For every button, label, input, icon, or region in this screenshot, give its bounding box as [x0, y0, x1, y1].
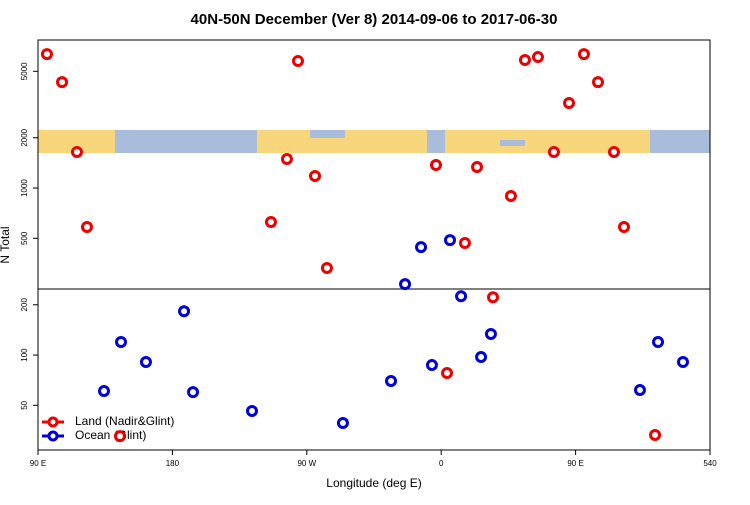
data-point	[399, 278, 412, 291]
data-point	[178, 305, 191, 318]
data-point	[676, 356, 689, 369]
data-point	[471, 161, 484, 174]
legend-marker	[47, 416, 59, 428]
data-point	[336, 416, 349, 429]
y-tick-label: 50	[20, 400, 29, 409]
data-point	[415, 241, 428, 254]
legend: Land (Nadir&Glint)Ocean (Glint)	[42, 414, 174, 442]
data-point	[633, 384, 646, 397]
data-point	[429, 159, 442, 172]
data-point	[291, 55, 304, 68]
data-point	[487, 291, 500, 304]
data-point	[607, 146, 620, 159]
data-point	[455, 290, 468, 303]
data-point	[309, 170, 322, 183]
data-point	[40, 48, 53, 61]
data-point	[139, 356, 152, 369]
data-point	[113, 430, 126, 443]
land-band	[38, 130, 115, 153]
y-axis-label: N Total	[0, 226, 12, 263]
x-tick-label: 0	[439, 459, 444, 468]
y-tick-label: 2000	[20, 128, 29, 146]
ocean-band	[310, 130, 345, 138]
y-tick-label: 1000	[20, 179, 29, 197]
data-point	[80, 221, 93, 234]
data-point	[245, 405, 258, 418]
data-point	[563, 97, 576, 110]
map-strip	[38, 130, 710, 153]
data-point	[385, 375, 398, 388]
plot-frame	[37, 39, 711, 451]
data-point	[320, 262, 333, 275]
data-point	[425, 359, 438, 372]
x-axis-label: Longitude (deg E)	[326, 476, 421, 490]
y-tick-label: 200	[20, 298, 29, 312]
data-point	[531, 51, 544, 64]
x-tick-label: 180	[166, 459, 180, 468]
chart-title: 40N-50N December (Ver 8) 2014-09-06 to 2…	[191, 11, 558, 28]
data-point	[617, 221, 630, 234]
data-point	[187, 386, 200, 399]
data-point	[475, 351, 488, 364]
data-point	[441, 367, 454, 380]
data-point	[652, 335, 665, 348]
y-tick-label: 5000	[20, 62, 29, 80]
x-tick-label: 540	[703, 459, 717, 468]
data-point	[70, 146, 83, 159]
y-tick-label: 500	[20, 231, 29, 245]
data-point	[458, 236, 471, 249]
land-band	[445, 130, 650, 153]
data-point	[56, 76, 69, 89]
data-point	[98, 385, 111, 398]
x-tick-label: 90 E	[30, 459, 46, 468]
x-tick-label: 90 E	[567, 459, 583, 468]
data-point	[504, 190, 517, 203]
land-band	[257, 130, 427, 153]
data-point	[115, 335, 128, 348]
y-tick-label: 100	[20, 348, 29, 362]
x-tick-label: 90 W	[297, 459, 316, 468]
data-point	[518, 54, 531, 67]
data-point	[484, 328, 497, 341]
data-point	[649, 429, 662, 442]
data-point	[444, 234, 457, 247]
data-point	[577, 48, 590, 61]
data-point	[592, 76, 604, 89]
ocean-band	[500, 140, 525, 146]
data-point	[264, 216, 277, 229]
legend-marker	[47, 430, 59, 442]
data-point	[547, 146, 560, 159]
data-point	[280, 153, 293, 166]
legend-label: Land (Nadir&Glint)	[75, 414, 174, 428]
legend-label: Ocean (Glint)	[75, 428, 146, 442]
